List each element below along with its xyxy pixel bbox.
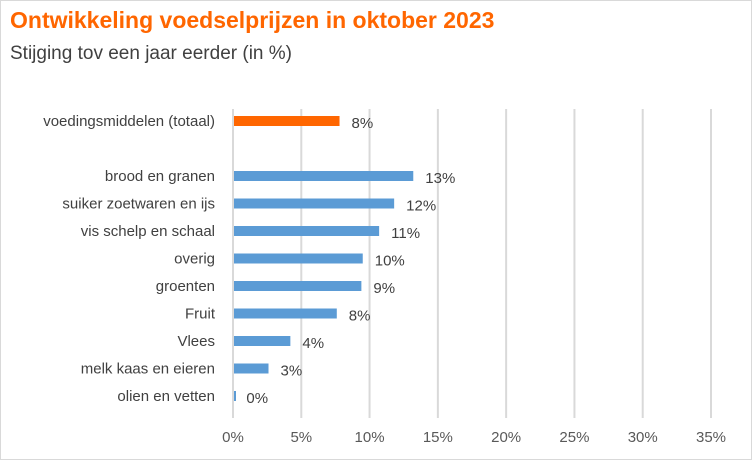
bar — [234, 253, 363, 264]
chart-title: Ontwikkeling voedselprijzen in oktober 2… — [10, 7, 495, 33]
x-tick-label: 30% — [628, 429, 658, 446]
data-label: 9% — [373, 280, 395, 297]
chart-subtitle: Stijging tov een jaar eerder (in %) — [10, 43, 292, 64]
x-tick-label: 15% — [423, 429, 453, 446]
x-tick-label: 10% — [355, 429, 385, 446]
bar — [234, 336, 291, 346]
bar — [234, 226, 380, 236]
bar — [234, 391, 236, 401]
category-label: groenten — [156, 278, 215, 295]
data-label: 8% — [349, 308, 371, 325]
category-label: Fruit — [185, 306, 216, 323]
x-tick-label: 20% — [491, 429, 521, 446]
category-label: vis schelp en schaal — [81, 223, 215, 240]
bar — [234, 363, 269, 374]
data-label: 3% — [281, 363, 303, 380]
category-label: melk kaas en eieren — [81, 361, 215, 378]
data-label: 11% — [391, 225, 420, 242]
category-label: Vlees — [177, 333, 215, 350]
category-label: voedingsmiddelen (totaal) — [43, 113, 215, 130]
bar — [234, 198, 395, 209]
bar — [234, 116, 340, 126]
category-label: suiker zoetwaren en ijs — [62, 196, 215, 213]
category-label: olien en vetten — [117, 388, 215, 405]
data-label: 4% — [302, 335, 324, 352]
x-tick-label: 35% — [696, 429, 726, 446]
data-label: 12% — [406, 198, 436, 215]
bar — [234, 281, 362, 291]
category-label: overig — [174, 251, 215, 268]
data-label: 13% — [425, 170, 455, 187]
data-label: 0% — [246, 390, 268, 407]
data-label: 10% — [375, 253, 405, 270]
bar — [234, 308, 337, 319]
x-tick-label: 25% — [559, 429, 589, 446]
x-tick-label: 5% — [290, 429, 312, 446]
x-tick-label: 0% — [222, 429, 244, 446]
category-label: brood en granen — [105, 168, 215, 185]
bar — [234, 171, 414, 181]
data-label: 8% — [352, 115, 374, 132]
